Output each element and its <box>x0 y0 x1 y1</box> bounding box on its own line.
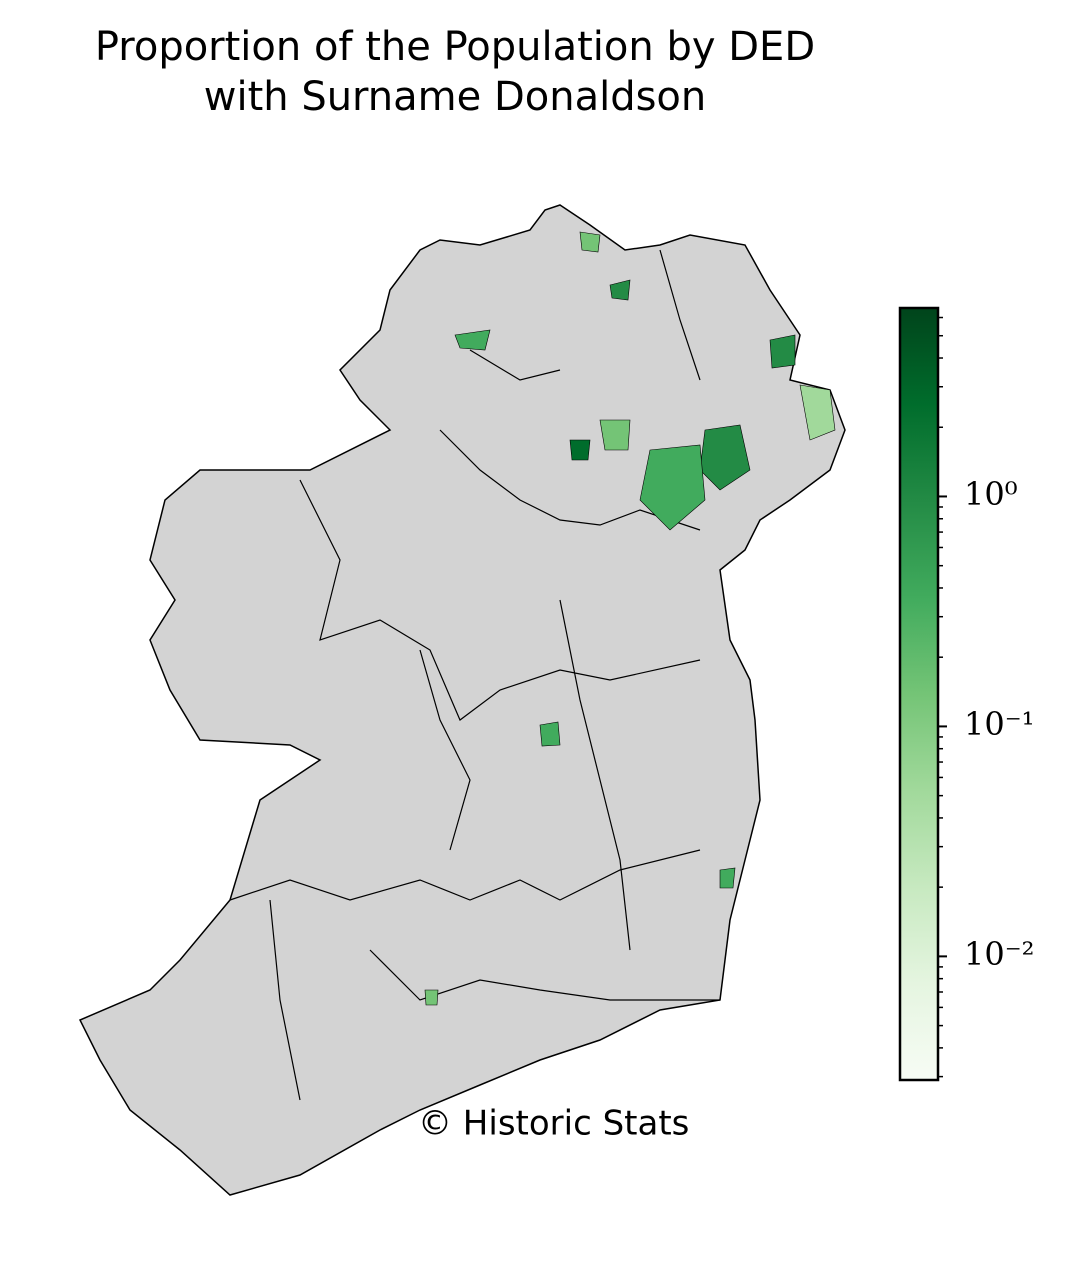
colorbar-tick-label: 10⁻¹ <box>964 705 1034 743</box>
colorbar-tick-label: 10⁰ <box>964 475 1018 513</box>
credit: © Historic Stats <box>418 1104 689 1144</box>
region <box>454 329 491 351</box>
region <box>719 867 736 889</box>
region <box>639 444 706 531</box>
region <box>569 439 591 461</box>
chart-title: Proportion of the Population by DED with… <box>94 24 816 120</box>
region <box>539 721 561 747</box>
region <box>579 231 601 253</box>
colorbar <box>898 306 940 1082</box>
island-outline <box>78 204 846 1196</box>
map <box>78 204 846 1196</box>
region <box>769 334 796 369</box>
region <box>799 384 836 441</box>
region <box>424 989 439 1006</box>
county-boundary <box>229 249 720 1101</box>
region <box>599 419 631 451</box>
region <box>609 279 631 301</box>
colorbar-tick-label: 10⁻² <box>964 935 1034 973</box>
